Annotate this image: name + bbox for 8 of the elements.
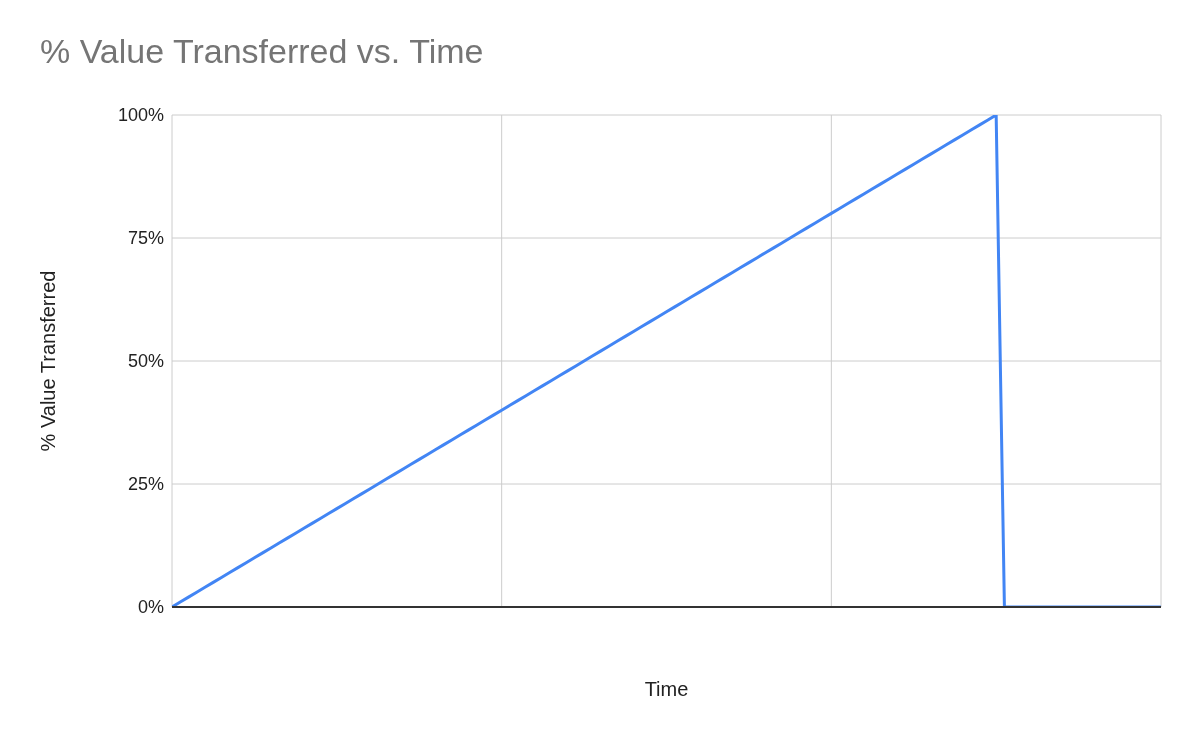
y-tick-label: 50% — [127, 351, 164, 372]
y-tick-label: 75% — [127, 228, 164, 249]
chart-title: % Value Transferred vs. Time — [40, 32, 484, 71]
y-tick-label: 100% — [117, 105, 164, 126]
y-tick-label: 0% — [137, 597, 164, 618]
y-tick-label: 25% — [127, 474, 164, 495]
y-axis-title: % Value Transferred — [36, 270, 60, 452]
x-axis-title: Time — [643, 678, 690, 701]
